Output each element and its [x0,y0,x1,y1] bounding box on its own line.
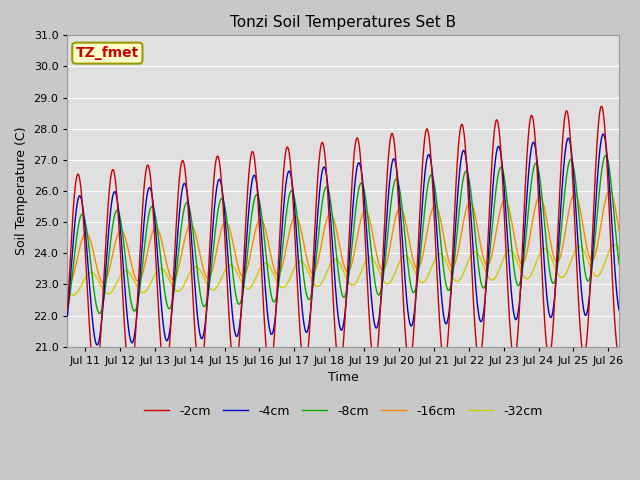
-4cm [410,310,418,315]
-32cm [410,268,418,274]
-16cm [63,281,71,287]
-8cm [493,184,500,190]
Line: -8cm: -8cm [67,156,620,313]
-4cm [63,313,71,319]
-4cm [93,342,101,348]
-32cm [63,287,71,293]
-16cm [616,235,624,240]
-2cm [92,377,99,383]
-8cm [401,233,409,239]
X-axis label: Time: Time [328,372,358,384]
-2cm [616,347,624,353]
-8cm [63,307,71,312]
Line: -16cm: -16cm [67,192,620,284]
Line: -32cm: -32cm [67,244,620,295]
-4cm [599,131,607,137]
-32cm [611,241,618,247]
-4cm [616,310,624,316]
-8cm [616,268,624,274]
-4cm [493,150,500,156]
-8cm [291,194,298,200]
-32cm [401,252,409,258]
-8cm [410,289,418,295]
-16cm [79,235,86,241]
-8cm [96,311,104,316]
-4cm [78,200,86,205]
-32cm [493,273,500,279]
-4cm [291,201,298,207]
Title: Tonzi Soil Temperatures Set B: Tonzi Soil Temperatures Set B [230,15,456,30]
-2cm [291,220,298,226]
-2cm [535,203,543,209]
-2cm [598,103,605,109]
-16cm [535,194,543,200]
-16cm [291,214,298,220]
-2cm [493,117,500,123]
-2cm [78,199,86,204]
Y-axis label: Soil Temperature (C): Soil Temperature (C) [15,127,28,255]
Legend: -2cm, -4cm, -8cm, -16cm, -32cm: -2cm, -4cm, -8cm, -16cm, -32cm [139,400,547,423]
-2cm [401,325,409,331]
-32cm [535,252,543,258]
-32cm [70,292,77,298]
Text: TZ_fmet: TZ_fmet [76,46,139,60]
-8cm [78,211,86,217]
-32cm [616,249,624,255]
-8cm [602,153,609,158]
-16cm [401,216,409,222]
-16cm [410,261,418,267]
-2cm [410,319,418,324]
-16cm [65,281,72,287]
-16cm [493,228,500,234]
-8cm [535,169,543,175]
-4cm [535,180,543,185]
-32cm [291,265,298,271]
-32cm [79,280,86,286]
-2cm [63,307,71,313]
Line: -4cm: -4cm [67,134,620,345]
-16cm [605,189,613,194]
Line: -2cm: -2cm [67,106,620,380]
-4cm [401,275,409,281]
